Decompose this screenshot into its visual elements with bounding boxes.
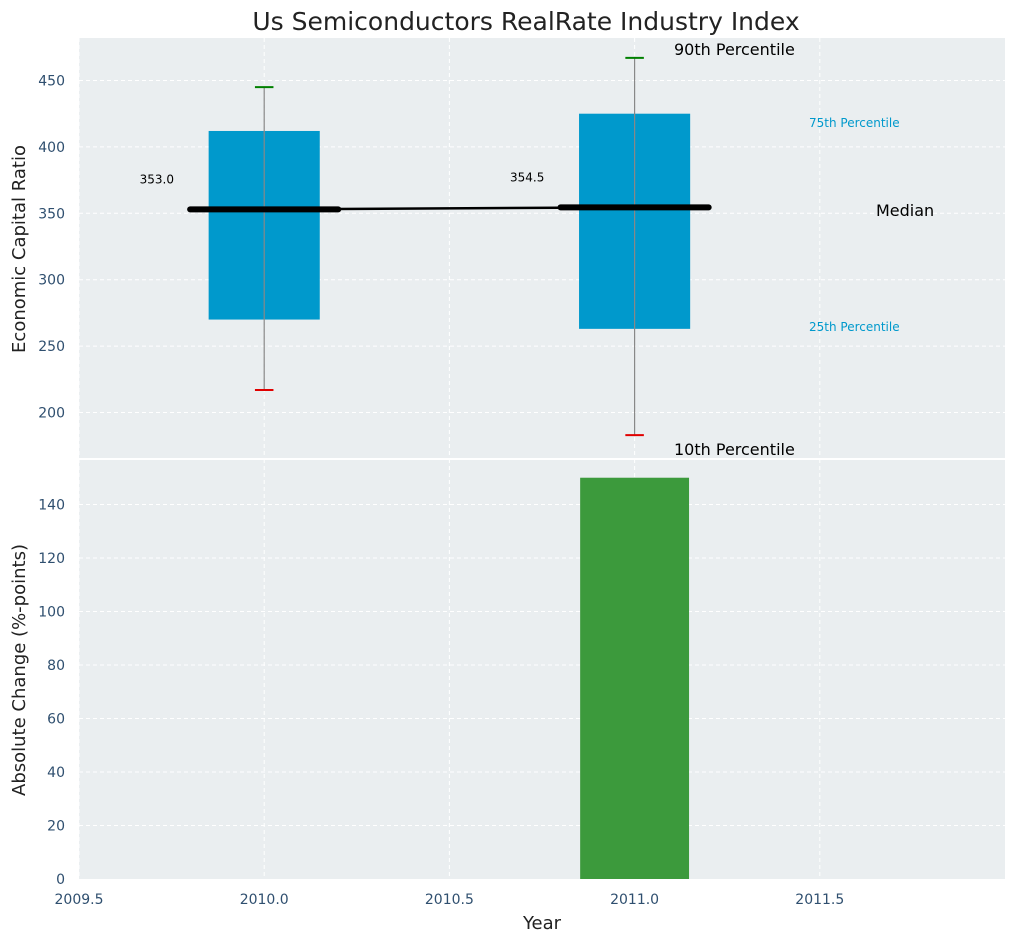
bar-marks [580, 477, 690, 879]
bottom-y-tick-label: 60 [47, 711, 65, 727]
top-y-tick-label: 450 [38, 73, 65, 89]
x-ticks: 2009.5 2010.0 2010.5 2011.0 2011.5 [55, 892, 845, 908]
annotation-75th: 75th Percentile [809, 116, 900, 130]
bottom-y-tick-label: 20 [47, 818, 65, 834]
bottom-y-ticks: 0 20 40 60 80 100 120 140 [38, 497, 65, 888]
bottom-y-tick-label: 0 [56, 872, 65, 888]
chart-title: Us Semiconductors RealRate Industry Inde… [252, 7, 799, 36]
annotation-90th: 90th Percentile [674, 40, 795, 59]
x-tick-label: 2009.5 [55, 892, 104, 908]
bottom-plot-background [79, 459, 1005, 879]
top-y-tick-label: 200 [38, 406, 65, 422]
x-tick-label: 2011.0 [610, 892, 659, 908]
percentile-annotations: 90th Percentile 75th Percentile Median 2… [674, 40, 934, 459]
bar [580, 477, 690, 879]
bottom-grid [78, 458, 1005, 879]
bottom-y-tick-label: 40 [47, 765, 65, 781]
bottom-y-tick-label: 100 [38, 604, 65, 620]
bottom-y-tick-label: 140 [38, 497, 65, 513]
median-value-label: 354.5 [510, 170, 544, 184]
x-tick-label: 2010.5 [425, 892, 474, 908]
bottom-y-axis-label: Absolute Change (%-points) [9, 544, 30, 796]
bottom-y-tick-label: 80 [47, 658, 65, 674]
median-trend-line [264, 206, 635, 211]
x-axis-label: Year [522, 913, 562, 934]
top-y-ticks: 200 250 300 350 400 450 [38, 73, 65, 421]
annotation-10th: 10th Percentile [674, 440, 795, 459]
top-y-tick-label: 400 [38, 140, 65, 156]
box-marks: 353.0 354.5 [140, 56, 712, 437]
x-tick-label: 2010.0 [240, 892, 289, 908]
x-tick-label: 2011.5 [795, 892, 844, 908]
annotation-25th: 25th Percentile [809, 320, 900, 334]
top-y-tick-label: 300 [38, 273, 65, 289]
bottom-y-tick-label: 120 [38, 551, 65, 567]
bar-chart-panel: 0 20 40 60 80 100 120 140 2009.5 2010.0 2010.5 201… [9, 458, 1005, 934]
box-plot-panel: 200 250 300 350 400 450 353.0 354.5 90th Perce… [9, 38, 1005, 459]
top-y-tick-label: 250 [38, 339, 65, 355]
top-y-axis-label: Economic Capital Ratio [9, 145, 30, 353]
top-y-tick-label: 350 [38, 206, 65, 222]
median-value-label: 353.0 [140, 172, 174, 186]
annotation-median: Median [876, 201, 934, 220]
